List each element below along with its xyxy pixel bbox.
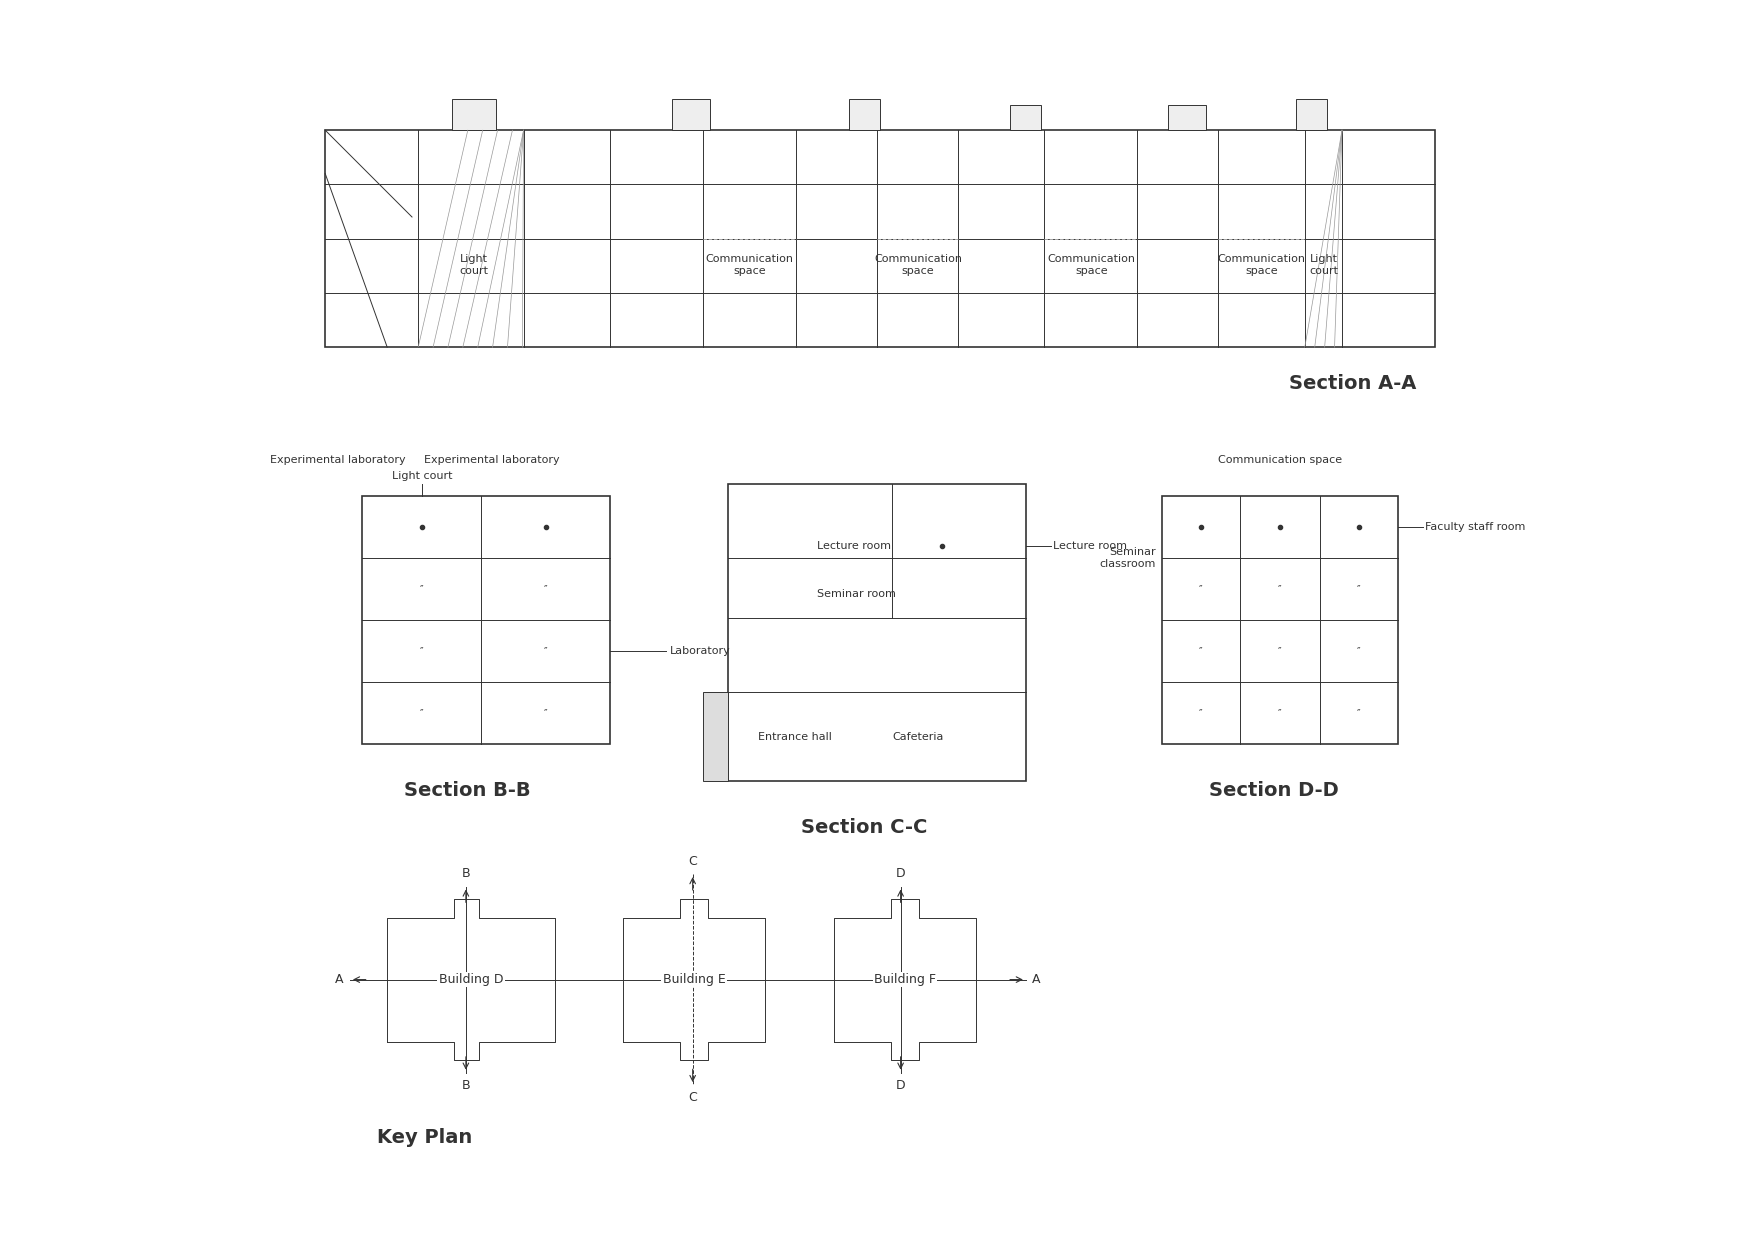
Text: Experimental laboratory: Experimental laboratory xyxy=(423,455,560,465)
Text: ″: ″ xyxy=(1279,646,1282,656)
Text: ″: ″ xyxy=(1200,646,1203,656)
Text: ″: ″ xyxy=(544,708,547,718)
Text: ″: ″ xyxy=(544,646,547,656)
Text: Light
court: Light court xyxy=(1308,254,1338,275)
Text: D: D xyxy=(896,868,905,880)
Text: Laboratory: Laboratory xyxy=(670,646,731,656)
Text: Building F: Building F xyxy=(873,973,937,986)
Text: ″: ″ xyxy=(1358,584,1361,594)
Text: A: A xyxy=(335,973,344,986)
Text: ″: ″ xyxy=(544,584,547,594)
Text: Key Plan: Key Plan xyxy=(377,1128,472,1147)
Bar xyxy=(672,99,710,130)
Text: ″: ″ xyxy=(1279,584,1282,594)
Text: C: C xyxy=(688,1091,696,1104)
Bar xyxy=(1168,105,1205,130)
Text: ″: ″ xyxy=(421,584,424,594)
Text: C: C xyxy=(688,856,696,868)
Text: Faculty staff room: Faculty staff room xyxy=(1424,522,1526,532)
Bar xyxy=(1296,99,1326,130)
Text: Seminar
classroom: Seminar classroom xyxy=(1100,547,1156,569)
Bar xyxy=(453,99,496,130)
Text: ″: ″ xyxy=(1279,708,1282,718)
Text: B: B xyxy=(461,1079,470,1091)
Bar xyxy=(1010,105,1042,130)
Text: A: A xyxy=(1031,973,1040,986)
Bar xyxy=(324,130,1435,347)
Text: Building E: Building E xyxy=(663,973,726,986)
Bar xyxy=(728,484,1026,781)
Text: ″: ″ xyxy=(1200,584,1203,594)
Text: ″: ″ xyxy=(421,646,424,656)
Text: Section B-B: Section B-B xyxy=(405,781,531,800)
Text: Lecture room: Lecture room xyxy=(817,541,891,551)
Text: ″: ″ xyxy=(1200,708,1203,718)
Text: Lecture room: Lecture room xyxy=(1052,541,1128,551)
Text: Light
court: Light court xyxy=(460,254,489,275)
Text: ″: ″ xyxy=(1358,646,1361,656)
Text: D: D xyxy=(896,1079,905,1091)
Text: Section A-A: Section A-A xyxy=(1289,374,1417,393)
Text: ″: ″ xyxy=(1358,708,1361,718)
Bar xyxy=(703,692,728,781)
Text: Section D-D: Section D-D xyxy=(1209,781,1338,800)
Text: Experimental laboratory: Experimental laboratory xyxy=(270,455,405,465)
Text: Communication
space: Communication space xyxy=(873,254,961,275)
Text: ″: ″ xyxy=(421,708,424,718)
Text: B: B xyxy=(461,868,470,880)
Bar xyxy=(363,496,610,744)
Bar xyxy=(1163,496,1398,744)
Text: Communication
space: Communication space xyxy=(705,254,793,275)
Text: Section C-C: Section C-C xyxy=(802,818,928,837)
Text: Communication
space: Communication space xyxy=(1217,254,1305,275)
Text: Light court: Light court xyxy=(391,471,453,481)
Text: Building D: Building D xyxy=(438,973,503,986)
Text: Entrance hall: Entrance hall xyxy=(758,732,831,742)
Bar xyxy=(849,99,881,130)
Text: Cafeteria: Cafeteria xyxy=(891,732,944,742)
Text: Communication
space: Communication space xyxy=(1047,254,1135,275)
Text: Communication space: Communication space xyxy=(1217,455,1342,465)
Text: Seminar room: Seminar room xyxy=(817,589,896,599)
